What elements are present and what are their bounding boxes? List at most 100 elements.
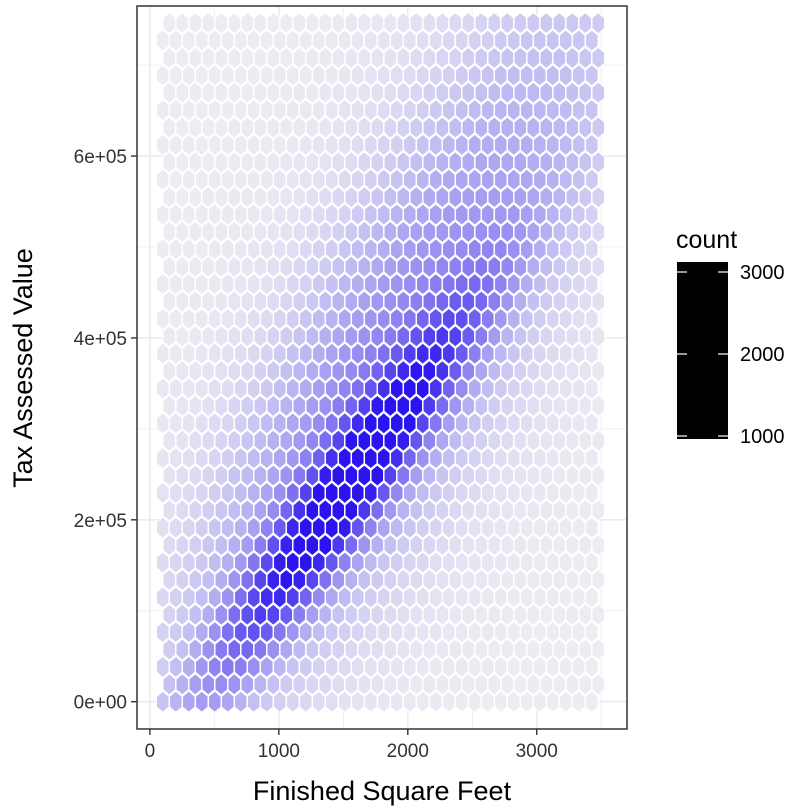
hex-cell bbox=[214, 359, 229, 383]
hex-cell bbox=[175, 11, 190, 35]
hex-cell bbox=[311, 551, 326, 574]
hex-cell bbox=[415, 98, 430, 122]
hex-cell bbox=[461, 116, 476, 139]
hex-cell bbox=[370, 568, 385, 592]
hex-cell bbox=[266, 603, 281, 627]
hex-cell bbox=[435, 46, 450, 70]
hex-cell bbox=[376, 307, 391, 331]
hex-cell bbox=[285, 64, 300, 87]
hex-cell bbox=[539, 116, 554, 139]
hex-cell bbox=[415, 377, 430, 400]
hex-cell bbox=[402, 516, 417, 540]
hex-cell bbox=[194, 620, 209, 644]
hex-cell bbox=[194, 377, 209, 400]
hex-cell bbox=[513, 11, 528, 35]
hex-cell bbox=[487, 673, 502, 696]
hex-cell bbox=[363, 203, 378, 226]
hex-cell bbox=[591, 290, 606, 313]
hex-cell bbox=[513, 359, 528, 383]
hex-cell bbox=[578, 568, 593, 592]
hex-cell bbox=[448, 81, 463, 105]
hex-cell bbox=[259, 168, 274, 192]
hex-cell bbox=[162, 533, 177, 557]
hex-cell bbox=[162, 638, 177, 661]
hex-cell bbox=[519, 446, 534, 470]
hex-cell bbox=[467, 412, 482, 435]
hex-cell bbox=[448, 429, 463, 453]
hex-cell bbox=[578, 394, 593, 418]
hex-cell bbox=[207, 586, 222, 609]
hex-cell bbox=[233, 551, 248, 574]
hex-cell bbox=[168, 203, 183, 226]
hex-cell bbox=[396, 290, 411, 313]
hex-cell bbox=[311, 203, 326, 226]
hex-cell bbox=[493, 690, 508, 714]
hex-cell bbox=[331, 533, 346, 557]
hex-cell bbox=[357, 116, 372, 139]
hex-cell bbox=[526, 533, 541, 557]
hex-cell bbox=[155, 412, 170, 435]
hex-cell bbox=[493, 133, 508, 157]
hex-cell bbox=[454, 133, 469, 157]
hex-cell bbox=[526, 325, 541, 348]
hex-cell bbox=[279, 46, 294, 70]
hex-cell bbox=[441, 238, 456, 261]
hex-cell bbox=[188, 116, 203, 139]
hex-cell bbox=[500, 638, 515, 661]
hex-cell bbox=[318, 290, 333, 313]
hex-cell bbox=[441, 551, 456, 574]
hex-cell bbox=[493, 203, 508, 226]
hex-cell bbox=[441, 342, 456, 366]
hex-cell bbox=[246, 98, 261, 122]
hex-cell bbox=[441, 690, 456, 714]
hex-cell bbox=[272, 446, 287, 470]
hex-cell bbox=[519, 655, 534, 679]
hex-cell bbox=[318, 151, 333, 174]
hex-cell bbox=[402, 238, 417, 261]
hex-cell bbox=[584, 203, 599, 226]
hex-cell bbox=[207, 307, 222, 331]
hex-cell bbox=[402, 690, 417, 714]
hex-cell bbox=[162, 394, 177, 418]
hex-cell bbox=[253, 673, 268, 696]
hex-cell bbox=[292, 325, 307, 348]
hex-cell bbox=[298, 342, 313, 366]
hex-cell bbox=[448, 46, 463, 70]
hex-cell bbox=[480, 168, 495, 192]
hex-cell bbox=[513, 464, 528, 487]
hex-cell bbox=[363, 342, 378, 366]
hex-cell bbox=[474, 151, 489, 174]
hex-cell bbox=[383, 185, 398, 209]
hex-cell bbox=[350, 272, 365, 296]
hex-cell bbox=[578, 533, 593, 557]
hex-cell bbox=[279, 185, 294, 209]
hex-cell bbox=[331, 255, 346, 279]
hex-cell bbox=[188, 151, 203, 174]
hex-cell bbox=[337, 377, 352, 400]
hex-cell bbox=[272, 238, 287, 261]
hex-cell bbox=[526, 603, 541, 627]
hex-cell bbox=[383, 464, 398, 487]
hex-cell bbox=[383, 359, 398, 383]
hex-cell bbox=[571, 98, 586, 122]
hex-cell bbox=[591, 603, 606, 627]
hex-cell bbox=[545, 516, 560, 540]
hex-cell bbox=[324, 64, 339, 87]
hex-cell bbox=[246, 203, 261, 226]
hex-cell bbox=[578, 290, 593, 313]
hex-cell bbox=[227, 116, 242, 139]
hex-cell bbox=[324, 412, 339, 435]
hex-cell bbox=[389, 307, 404, 331]
hex-cell bbox=[376, 168, 391, 192]
hex-cell bbox=[357, 46, 372, 70]
hex-cell bbox=[539, 290, 554, 313]
hex-cell bbox=[337, 29, 352, 52]
hex-cell bbox=[448, 290, 463, 313]
hex-cell bbox=[558, 133, 573, 157]
hex-cell bbox=[201, 359, 216, 383]
hex-cell bbox=[376, 551, 391, 574]
hex-cell bbox=[233, 64, 248, 87]
hex-cell bbox=[461, 673, 476, 696]
hex-cell bbox=[389, 133, 404, 157]
hex-cell bbox=[461, 499, 476, 522]
